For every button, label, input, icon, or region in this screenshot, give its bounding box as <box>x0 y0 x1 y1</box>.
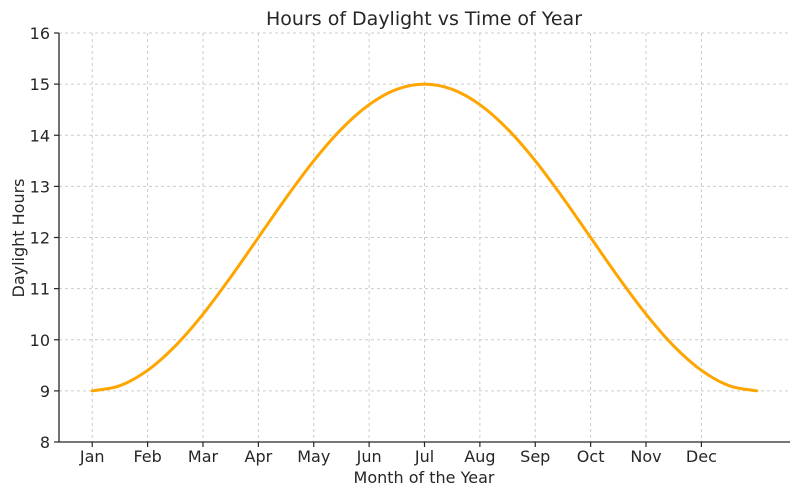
x-axis-label: Month of the Year <box>354 468 495 487</box>
x-tick-label: Dec <box>686 447 717 466</box>
y-tick-label: 14 <box>30 126 50 145</box>
y-tick-label: 13 <box>30 177 50 196</box>
x-tick-label: Feb <box>133 447 161 466</box>
y-tick-label: 8 <box>40 433 50 452</box>
chart-title: Hours of Daylight vs Time of Year <box>266 8 582 30</box>
grid <box>59 32 790 442</box>
x-tick-label: Nov <box>630 447 661 466</box>
y-axis-label: Daylight Hours <box>9 178 28 297</box>
y-tick-label: 10 <box>30 331 50 350</box>
x-tick-label: Sep <box>520 447 550 466</box>
y-tick-label: 11 <box>30 280 50 299</box>
y-tick-label: 15 <box>30 75 50 94</box>
x-tick-label: Aug <box>464 447 495 466</box>
y-tick-label: 16 <box>30 24 50 43</box>
x-tick-label: May <box>297 447 330 466</box>
x-tick-label: Apr <box>245 447 273 466</box>
series-line <box>90 82 759 393</box>
x-tick-label: Mar <box>188 447 219 466</box>
y-tick-label: 12 <box>30 229 50 248</box>
x-tick-label: Oct <box>577 447 605 466</box>
x-tick-label: Jun <box>356 447 382 466</box>
x-tick-label: Jan <box>79 447 105 466</box>
y-tick-label: 9 <box>40 382 50 401</box>
ticks: Jan Feb Mar Apr May Jun Jul Aug Sep Oct Nov Dec 8 9 10… <box>30 24 717 466</box>
x-tick-label: Jul <box>414 447 434 466</box>
